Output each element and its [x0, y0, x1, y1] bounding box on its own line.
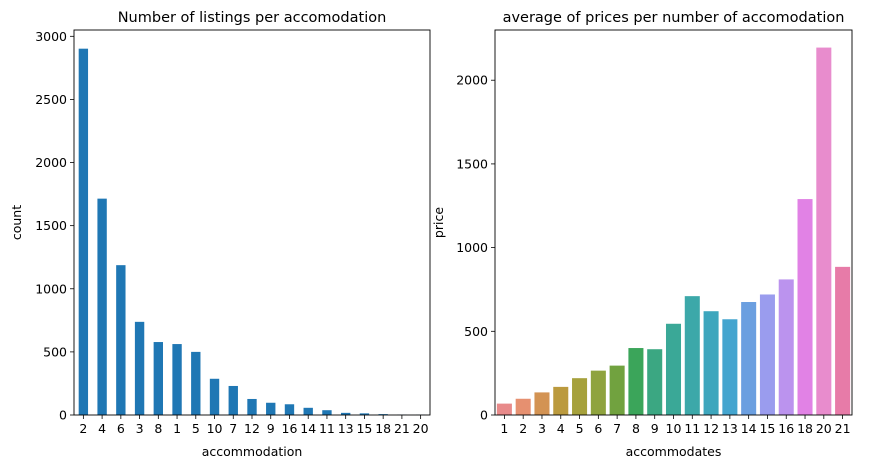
x-tick-label: 2	[519, 421, 527, 436]
bar-8	[628, 348, 644, 415]
x-tick-label: 21	[394, 421, 410, 436]
bar-7	[228, 385, 238, 415]
bar-13	[341, 412, 351, 415]
x-tick-label: 16	[282, 421, 298, 436]
x-tick-label: 3	[136, 421, 144, 436]
x-tick-label: 18	[797, 421, 813, 436]
y-tick-label: 2000	[35, 155, 67, 170]
x-tick-label: 8	[154, 421, 162, 436]
bar-5	[191, 351, 201, 415]
x-tick-label: 13	[338, 421, 354, 436]
x-tick-label: 9	[267, 421, 275, 436]
y-axis-label: count	[9, 205, 24, 240]
x-tick-label: 7	[613, 421, 621, 436]
bar-3	[534, 392, 550, 415]
chart-1: 2 4 6 3 8 1 5 10 7 12 9 16 14 11 13 15 18 21 2005001000150…	[9, 10, 431, 459]
y-tick-label: 500	[464, 324, 488, 339]
bar-21	[835, 266, 851, 415]
y-tick-label: 500	[43, 344, 67, 359]
x-tick-label: 21	[835, 421, 851, 436]
y-tick-label: 1000	[35, 281, 67, 296]
x-tick-label: 6	[117, 421, 125, 436]
bar-6	[116, 265, 126, 415]
x-tick-label: 12	[244, 421, 260, 436]
bar-10	[665, 323, 682, 415]
x-tick-label: 10	[207, 421, 223, 436]
y-tick-label: 1000	[456, 240, 488, 255]
x-axis-label: accommodates	[626, 444, 722, 459]
bar-12	[703, 311, 719, 415]
bar-4	[553, 386, 569, 415]
bar-16	[284, 404, 295, 415]
bar-10	[209, 378, 220, 415]
x-tick-label: 6	[594, 421, 602, 436]
x-tick-label: 5	[576, 421, 584, 436]
chart-2: 1 2 3 4 5 6 7 8 9 10 11 12 13 14 15 16 18 20 2105001000150…	[431, 10, 853, 459]
bar-18	[797, 199, 813, 415]
bar-14	[303, 407, 313, 415]
x-tick-label: 5	[192, 421, 200, 436]
bar-11	[322, 410, 332, 415]
x-tick-label: 4	[557, 421, 565, 436]
x-tick-label: 8	[632, 421, 640, 436]
x-tick-label: 15	[356, 421, 372, 436]
bar-20	[816, 47, 832, 416]
bar-15	[359, 413, 370, 415]
x-axis-label: accommodation	[202, 444, 303, 459]
x-tick-label: 9	[651, 421, 659, 436]
bar-13	[722, 319, 738, 415]
x-tick-label: 18	[375, 421, 391, 436]
bar-7	[609, 365, 625, 415]
bar-4	[97, 198, 107, 415]
x-tick-label: 11	[319, 421, 335, 436]
plot-frame	[73, 29, 431, 416]
x-tick-label: 1	[500, 421, 508, 436]
x-tick-label: 3	[538, 421, 546, 436]
x-tick-label: 2	[79, 421, 87, 436]
x-tick-label: 12	[703, 421, 719, 436]
y-tick-label: 1500	[456, 156, 488, 171]
chart-title: average of prices per number of accomoda…	[503, 10, 845, 26]
y-tick-label: 2500	[35, 92, 67, 107]
bar-15	[759, 294, 775, 415]
y-axis-label: price	[431, 207, 446, 238]
x-tick-label: 10	[666, 421, 682, 436]
bar-2	[515, 398, 531, 415]
x-tick-label: 7	[229, 421, 237, 436]
y-tick-label: 2000	[456, 73, 488, 88]
bar-11	[684, 296, 700, 415]
x-tick-label: 1	[173, 421, 181, 436]
bar-6	[590, 370, 606, 415]
y-tick-label: 0	[480, 408, 488, 423]
y-tick-label: 3000	[35, 29, 67, 44]
x-tick-label: 15	[759, 421, 775, 436]
y-tick-label: 0	[59, 408, 67, 423]
x-tick-label: 4	[98, 421, 106, 436]
bar-8	[153, 342, 163, 415]
bar-3	[134, 321, 145, 415]
bar-1	[496, 403, 512, 415]
x-tick-label: 14	[300, 421, 316, 436]
y-tick-label: 1500	[35, 218, 67, 233]
bar-2	[78, 48, 89, 415]
bar-9	[266, 402, 276, 415]
x-tick-label: 13	[722, 421, 738, 436]
x-tick-label: 20	[816, 421, 832, 436]
bar-5	[572, 378, 588, 415]
bar-1	[172, 344, 182, 415]
x-tick-label: 14	[741, 421, 757, 436]
bar-9	[647, 349, 663, 415]
x-tick-label: 16	[778, 421, 794, 436]
chart-title: Number of listings per accomodation	[118, 10, 387, 26]
bar-12	[247, 398, 257, 415]
bar-16	[778, 279, 794, 415]
bar-14	[741, 302, 757, 415]
x-tick-label: 20	[413, 421, 429, 436]
x-tick-label: 11	[684, 421, 700, 436]
